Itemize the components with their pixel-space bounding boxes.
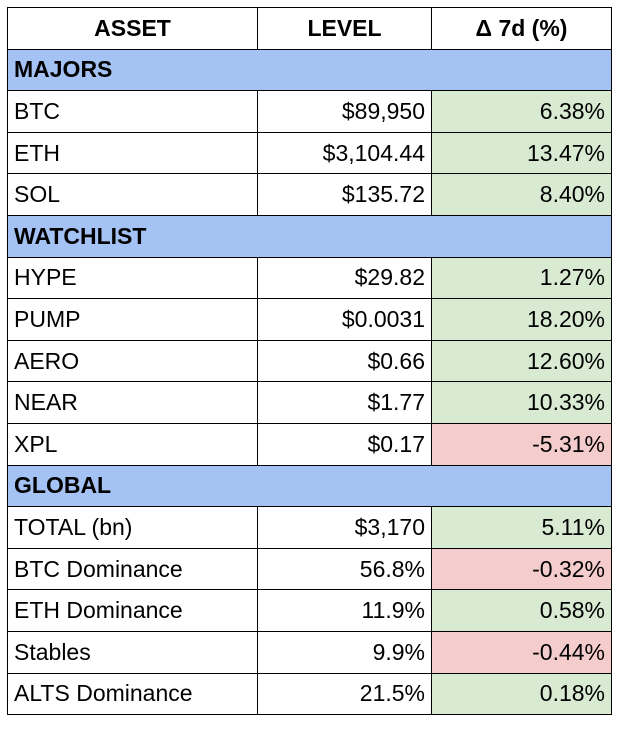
- data-row: NEAR $1.77 10.33%: [7, 381, 612, 424]
- level-cell: $0.66: [257, 339, 432, 383]
- change-cell: 13.47%: [431, 131, 612, 175]
- asset-cell: Stables: [7, 630, 258, 674]
- change-cell: 0.18%: [431, 672, 612, 716]
- level-cell: $0.17: [257, 422, 432, 466]
- data-row: BTC Dominance 56.8% -0.32%: [7, 547, 612, 591]
- section-title: WATCHLIST: [7, 214, 612, 258]
- section-row: GLOBAL: [7, 464, 612, 508]
- change-cell: 8.40%: [431, 173, 612, 216]
- asset-cell: XPL: [7, 422, 258, 466]
- change-cell: 10.33%: [431, 381, 612, 424]
- section-title: MAJORS: [7, 48, 612, 92]
- level-cell: $1.77: [257, 381, 432, 424]
- asset-cell: BTC Dominance: [7, 547, 258, 591]
- asset-cell: PUMP: [7, 298, 258, 341]
- header-cell: LEVEL: [257, 7, 432, 50]
- asset-cell: ALTS Dominance: [7, 672, 258, 716]
- table-header: ASSET LEVEL Δ 7d (%): [7, 7, 612, 50]
- level-cell: $0.0031: [257, 298, 432, 341]
- change-cell: 18.20%: [431, 298, 612, 341]
- table-body: MAJORS BTC $89,950 6.38% ETH $3,104.44 13.47% S…: [7, 48, 612, 716]
- data-row: ETH Dominance 11.9% 0.58%: [7, 589, 612, 632]
- asset-cell: ETH Dominance: [7, 589, 258, 632]
- level-cell: $135.72: [257, 173, 432, 216]
- data-row: Stables 9.9% -0.44%: [7, 630, 612, 674]
- level-cell: 21.5%: [257, 672, 432, 716]
- change-cell: -5.31%: [431, 422, 612, 466]
- asset-table: ASSET LEVEL Δ 7d (%) MAJORS BTC $89,950 6.3…: [7, 7, 612, 716]
- level-cell: $3,170: [257, 506, 432, 549]
- header-row: ASSET LEVEL Δ 7d (%): [7, 7, 612, 50]
- asset-cell: TOTAL (bn): [7, 506, 258, 549]
- data-row: TOTAL (bn) $3,170 5.11%: [7, 506, 612, 549]
- data-row: ALTS Dominance 21.5% 0.18%: [7, 672, 612, 716]
- level-cell: $89,950: [257, 90, 432, 133]
- data-row: HYPE $29.82 1.27%: [7, 256, 612, 300]
- asset-cell: HYPE: [7, 256, 258, 300]
- change-cell: 5.11%: [431, 506, 612, 549]
- asset-cell: SOL: [7, 173, 258, 216]
- asset-cell: NEAR: [7, 381, 258, 424]
- level-cell: $3,104.44: [257, 131, 432, 175]
- level-cell: 56.8%: [257, 547, 432, 591]
- level-cell: 11.9%: [257, 589, 432, 632]
- data-row: BTC $89,950 6.38%: [7, 90, 612, 133]
- header-cell: ASSET: [7, 7, 258, 50]
- data-row: ETH $3,104.44 13.47%: [7, 131, 612, 175]
- change-cell: 6.38%: [431, 90, 612, 133]
- data-row: XPL $0.17 -5.31%: [7, 422, 612, 466]
- change-cell: 12.60%: [431, 339, 612, 383]
- change-cell: 1.27%: [431, 256, 612, 300]
- header-cell: Δ 7d (%): [431, 7, 612, 50]
- level-cell: 9.9%: [257, 630, 432, 674]
- change-cell: 0.58%: [431, 589, 612, 632]
- asset-cell: BTC: [7, 90, 258, 133]
- section-row: WATCHLIST: [7, 214, 612, 258]
- data-row: SOL $135.72 8.40%: [7, 173, 612, 216]
- section-row: MAJORS: [7, 48, 612, 92]
- data-row: AERO $0.66 12.60%: [7, 339, 612, 383]
- change-cell: -0.32%: [431, 547, 612, 591]
- asset-cell: ETH: [7, 131, 258, 175]
- asset-cell: AERO: [7, 339, 258, 383]
- section-title: GLOBAL: [7, 464, 612, 508]
- data-row: PUMP $0.0031 18.20%: [7, 298, 612, 341]
- level-cell: $29.82: [257, 256, 432, 300]
- change-cell: -0.44%: [431, 630, 612, 674]
